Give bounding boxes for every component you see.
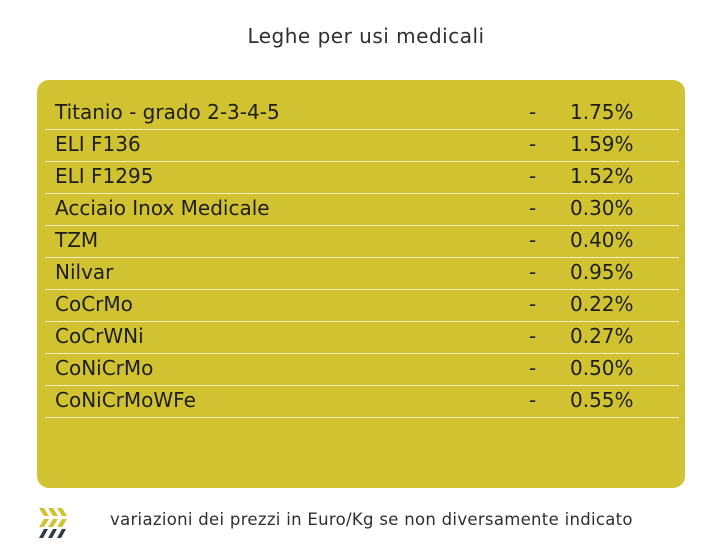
alloy-name: Titanio - grado 2-3-4-5 [55, 100, 280, 124]
list-item: ELI F136 - 1.59% [45, 130, 679, 162]
list-item: Titanio - grado 2-3-4-5 - 1.75% [45, 98, 679, 130]
alloy-name: CoNiCrMo [55, 356, 154, 380]
separator: - [529, 164, 537, 188]
price-change: 0.50% [570, 356, 634, 380]
price-change: 0.95% [570, 260, 634, 284]
price-change: 1.75% [570, 100, 634, 124]
page-title: Leghe per usi medicali [247, 24, 485, 48]
alloy-name: TZM [55, 228, 99, 252]
separator: - [529, 292, 537, 316]
list-item: CoCrMo - 0.22% [45, 290, 679, 322]
price-change: 1.52% [570, 164, 634, 188]
alloy-name: Acciaio Inox Medicale [55, 196, 270, 220]
list-item: ELI F1295 - 1.52% [45, 162, 679, 194]
separator: - [529, 388, 537, 412]
alloy-name: CoCrWNi [55, 324, 144, 348]
alloy-name: Nilvar [55, 260, 114, 284]
price-change: 1.59% [570, 132, 634, 156]
separator: - [529, 324, 537, 348]
footer-note: variazioni dei prezzi in Euro/Kg se non … [110, 510, 633, 529]
list-item: Acciaio Inox Medicale - 0.30% [45, 194, 679, 226]
alloy-name: CoNiCrMoWFe [55, 388, 196, 412]
price-change: 0.55% [570, 388, 634, 412]
list-item: CoNiCrMo - 0.50% [45, 354, 679, 386]
separator: - [529, 260, 537, 284]
alloy-name: ELI F1295 [55, 164, 154, 188]
price-change: 0.22% [570, 292, 634, 316]
price-change: 0.40% [570, 228, 634, 252]
separator: - [529, 196, 537, 220]
list-item: TZM - 0.40% [45, 226, 679, 258]
separator: - [529, 100, 537, 124]
chevron-stripes-logo-icon [39, 508, 67, 538]
price-change: 0.30% [570, 196, 634, 220]
alloy-name: CoCrMo [55, 292, 133, 316]
separator: - [529, 132, 537, 156]
price-list: Titanio - grado 2-3-4-5 - 1.75% ELI F136… [45, 98, 679, 418]
alloy-name: ELI F136 [55, 132, 141, 156]
list-item: CoNiCrMoWFe - 0.55% [45, 386, 679, 418]
list-item: Nilvar - 0.95% [45, 258, 679, 290]
price-change: 0.27% [570, 324, 634, 348]
separator: - [529, 356, 537, 380]
separator: - [529, 228, 537, 252]
list-item: CoCrWNi - 0.27% [45, 322, 679, 354]
price-panel: Titanio - grado 2-3-4-5 - 1.75% ELI F136… [37, 80, 685, 488]
